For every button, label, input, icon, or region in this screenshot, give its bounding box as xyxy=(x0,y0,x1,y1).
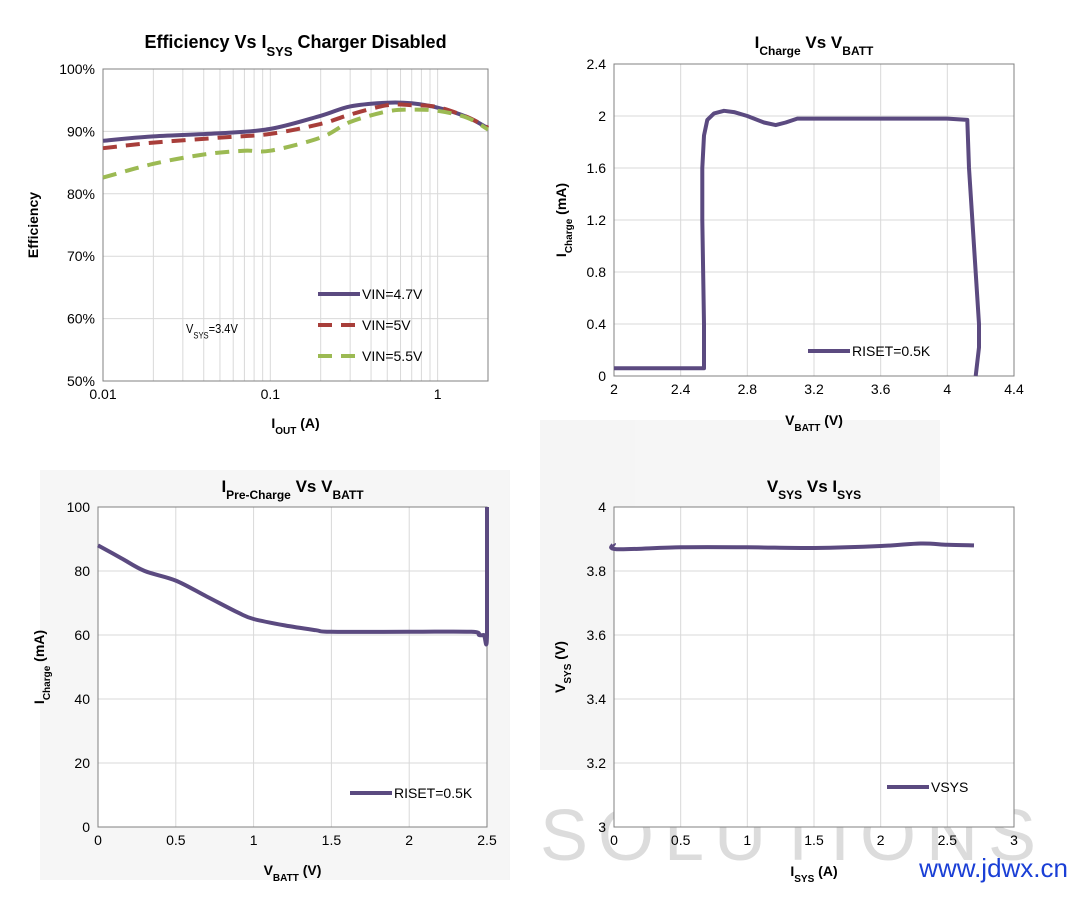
y-tick-label: 80 xyxy=(74,563,90,579)
y-tick-label: 60 xyxy=(74,627,90,643)
x-tick-label: 1.5 xyxy=(322,832,342,848)
legend-label: VIN=4.7V xyxy=(362,286,423,302)
x-axis-label: VBATT (V) xyxy=(264,862,322,884)
y-tick-label: 0 xyxy=(82,819,90,835)
x-tick-label: 3 xyxy=(1010,832,1018,848)
y-tick-label: 100 xyxy=(67,499,91,515)
legend-label: VIN=5V xyxy=(362,317,411,333)
y-tick-label: 3.2 xyxy=(587,755,607,771)
chart-iprecharge: 0 0.5 1 1.5 2 2.5 0 20 40 60 80 100 IPre-Charge Vs V… xyxy=(31,477,497,884)
x-tick-label: 0 xyxy=(610,832,618,848)
plot-frame xyxy=(97,506,488,828)
x-tick-label: 2 xyxy=(610,381,618,397)
plot-frame xyxy=(613,63,1015,377)
chart-title: ICharge Vs VBATT xyxy=(755,33,874,58)
x-tick-label: 0.1 xyxy=(261,386,281,402)
site-url[interactable]: www.jdwx.cn xyxy=(919,853,1068,883)
y-tick-label: 0.8 xyxy=(587,264,607,280)
chart-vsys: 0 0.5 1 1.5 2 2.5 3 3 3.2 3.4 3.6 3.8 4 VSYS Vs ISYS I… xyxy=(552,477,1018,885)
x-tick-label: 0.5 xyxy=(671,832,691,848)
y-tick-label: 3 xyxy=(598,819,606,835)
x-axis-label: ISYS (A) xyxy=(790,863,837,885)
y-tick-label: 2 xyxy=(598,108,606,124)
y-tick-label: 40 xyxy=(74,691,90,707)
y-tick-label: 2.4 xyxy=(587,56,607,72)
y-tick-label: 1.6 xyxy=(587,160,607,176)
x-tick-label: 0.5 xyxy=(166,832,186,848)
x-tick-label: 1 xyxy=(250,832,258,848)
y-axis-label: Efficiency xyxy=(25,192,41,258)
x-tick-label: 3.6 xyxy=(871,381,891,397)
legend-label: VIN=5.5V xyxy=(362,348,423,364)
plot-frame xyxy=(613,506,1015,828)
x-tick-label: 0.01 xyxy=(89,386,116,402)
plot-frame xyxy=(102,68,489,382)
legend-label: RISET=0.5K xyxy=(394,785,473,801)
y-tick-label: 3.6 xyxy=(587,627,607,643)
chart-title: IPre-Charge Vs VBATT xyxy=(221,477,364,502)
y-tick-label: 3.4 xyxy=(587,691,607,707)
x-axis-label: IOUT (A) xyxy=(271,415,319,437)
legend-label: RISET=0.5K xyxy=(852,343,931,359)
x-tick-label: 4 xyxy=(943,381,951,397)
x-tick-label: 2.5 xyxy=(477,832,497,848)
y-tick-label: 60% xyxy=(67,311,95,327)
charts-layer: 0.01 0.1 1 50% 60% 70% 80% 90% 100% Efficiency Vs… xyxy=(25,32,1024,885)
x-tick-label: 2 xyxy=(405,832,413,848)
chart-title: Efficiency Vs ISYS Charger Disabled xyxy=(144,32,446,59)
x-tick-label: 2.4 xyxy=(671,381,691,397)
chart-icharge: 2 2.4 2.8 3.2 3.6 4 4.4 0 0.4 0.8 1.2 1.6 2 2.4 ICharg… xyxy=(553,33,1024,434)
y-tick-label: 70% xyxy=(67,248,95,264)
legend-label: VSYS xyxy=(931,779,968,795)
x-tick-label: 3.2 xyxy=(804,381,824,397)
y-tick-label: 80% xyxy=(67,186,95,202)
x-tick-label: 2.5 xyxy=(938,832,958,848)
y-tick-label: 90% xyxy=(67,123,95,139)
x-tick-label: 1 xyxy=(743,832,751,848)
y-tick-label: 100% xyxy=(59,61,95,77)
x-tick-label: 4.4 xyxy=(1004,381,1024,397)
y-tick-label: 4 xyxy=(598,499,606,515)
series-line-vin-5-5v xyxy=(102,107,490,180)
y-tick-label: 1.2 xyxy=(587,212,607,228)
x-tick-label: 1 xyxy=(434,386,442,402)
x-axis-label: VBATT (V) xyxy=(785,412,843,434)
series-line-vsys xyxy=(609,541,975,552)
y-tick-label: 50% xyxy=(67,373,95,389)
x-tick-label: 2 xyxy=(877,832,885,848)
plot-area xyxy=(98,507,487,827)
series-line-riset-0-5k xyxy=(614,108,981,377)
chart-eff: 0.01 0.1 1 50% 60% 70% 80% 90% 100% Efficiency Vs… xyxy=(25,32,490,437)
series-line-vin-5v xyxy=(102,102,489,151)
y-tick-label: 3.8 xyxy=(587,563,607,579)
x-tick-label: 1.5 xyxy=(804,832,824,848)
y-axis-label: ICharge (mA) xyxy=(31,630,53,704)
y-tick-label: 0 xyxy=(598,368,606,384)
chart-title: VSYS Vs ISYS xyxy=(767,477,861,502)
series-line-riset-0-5k xyxy=(97,507,489,647)
y-tick-label: 0.4 xyxy=(587,316,607,332)
y-axis-label: ICharge (mA) xyxy=(553,183,575,257)
x-tick-label: 0 xyxy=(94,832,102,848)
annotation-vsys: VSYS=3.4V xyxy=(186,321,238,340)
y-tick-label: 20 xyxy=(74,755,90,771)
y-axis-label: VSYS (V) xyxy=(552,641,574,693)
x-tick-label: 2.8 xyxy=(738,381,758,397)
